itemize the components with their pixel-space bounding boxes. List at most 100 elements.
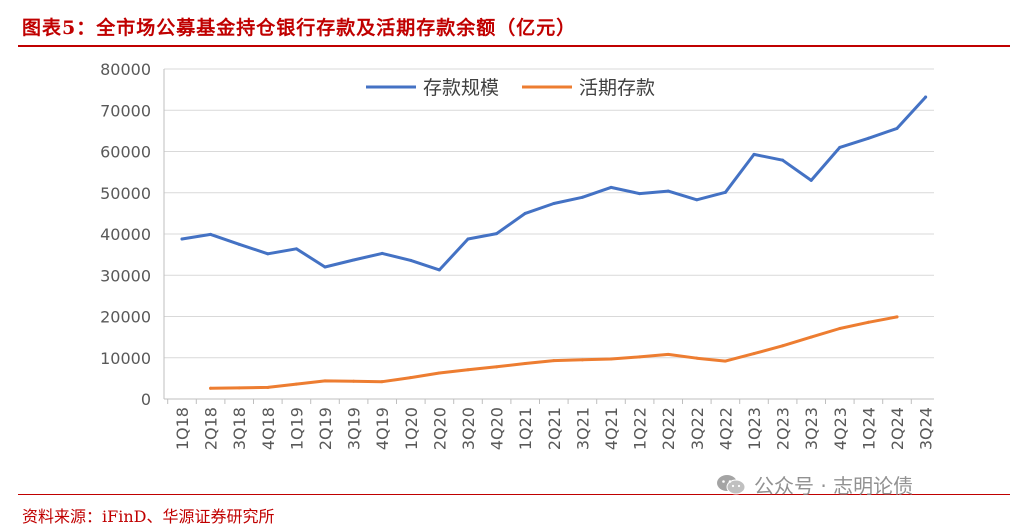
- data-point: [752, 152, 756, 156]
- x-tick-label: 2Q24: [888, 407, 907, 450]
- x-tick-label: 2Q21: [545, 407, 564, 450]
- data-point: [666, 352, 670, 356]
- x-tick-label: 4Q23: [831, 407, 850, 450]
- data-point: [266, 385, 270, 389]
- x-tick-label: 2Q23: [774, 407, 793, 450]
- x-tick-label: 2Q19: [316, 407, 335, 450]
- x-tick-label: 1Q18: [173, 407, 192, 450]
- data-point: [266, 252, 270, 256]
- data-point: [781, 344, 785, 348]
- data-point: [380, 380, 384, 384]
- data-point: [380, 251, 384, 255]
- data-point: [723, 190, 727, 194]
- x-tick-label: 4Q18: [259, 407, 278, 450]
- data-point: [580, 195, 584, 199]
- data-point: [180, 237, 184, 241]
- x-tick-label: 1Q19: [287, 407, 306, 450]
- series-lines: [180, 95, 928, 390]
- data-point: [895, 126, 899, 130]
- legend-label-1: 存款规模: [423, 77, 499, 99]
- data-point: [809, 335, 813, 339]
- data-point: [209, 386, 213, 390]
- data-point: [638, 355, 642, 359]
- x-tick-label: 2Q20: [430, 407, 449, 450]
- data-point: [666, 189, 670, 193]
- data-point: [323, 265, 327, 269]
- x-tick-label: 4Q19: [373, 407, 392, 450]
- data-point: [495, 365, 499, 369]
- data-point: [352, 379, 356, 383]
- y-tick-label: 50000: [100, 184, 151, 203]
- y-tick-label: 80000: [100, 60, 151, 79]
- x-tick-label: 3Q23: [802, 407, 821, 450]
- data-point: [809, 178, 813, 182]
- data-point: [723, 359, 727, 363]
- data-point: [866, 320, 870, 324]
- data-point: [552, 359, 556, 363]
- x-tick-label: 3Q18: [230, 407, 249, 450]
- data-point: [580, 358, 584, 362]
- x-tick-label: 3Q22: [688, 407, 707, 450]
- x-tick-label: 3Q20: [459, 407, 478, 450]
- watermark: 公众号 · 志明论债: [716, 470, 913, 499]
- data-point: [294, 247, 298, 251]
- x-tick-label: 3Q19: [345, 407, 364, 450]
- data-point: [924, 95, 928, 99]
- y-tick-label: 60000: [100, 143, 151, 162]
- data-point: [638, 192, 642, 196]
- y-tick-label: 0: [141, 390, 151, 409]
- x-tick-label: 2Q18: [202, 407, 221, 450]
- source-note: 资料来源：iFinD、华源证券研究所: [22, 507, 275, 526]
- x-tick-label: 1Q20: [402, 407, 421, 450]
- data-point: [552, 201, 556, 205]
- data-point: [609, 357, 613, 361]
- data-point: [609, 185, 613, 189]
- data-point: [237, 242, 241, 246]
- data-point: [323, 379, 327, 383]
- data-point: [781, 158, 785, 162]
- data-point: [495, 232, 499, 236]
- data-point: [409, 258, 413, 262]
- data-point: [695, 198, 699, 202]
- y-tick-label: 10000: [100, 349, 151, 368]
- watermark-text: 公众号 · 志明论债: [754, 474, 914, 498]
- x-tick-label: 4Q22: [716, 407, 735, 450]
- axes: 0 10000 20000 30000 40000 50000 60000 70000 8000…: [100, 60, 936, 450]
- data-point: [523, 211, 527, 215]
- data-point: [437, 268, 441, 272]
- data-point: [523, 362, 527, 366]
- legend: 存款规模 活期存款: [366, 77, 655, 99]
- footer-divider: [18, 494, 1010, 495]
- x-tick-label: 1Q24: [859, 407, 878, 450]
- data-point: [352, 258, 356, 262]
- legend-label-2: 活期存款: [579, 77, 655, 99]
- wechat-icon: [717, 474, 746, 494]
- y-tick-label: 70000: [100, 101, 151, 120]
- data-point: [695, 356, 699, 360]
- data-point: [838, 145, 842, 149]
- title-divider: [18, 45, 1010, 47]
- y-tick-label: 30000: [100, 266, 151, 285]
- x-tick-label: 4Q21: [602, 407, 621, 450]
- data-point: [752, 352, 756, 356]
- data-point: [466, 237, 470, 241]
- x-tick-label: 2Q22: [659, 407, 678, 450]
- series-line-2: [209, 315, 899, 390]
- data-point: [409, 376, 413, 380]
- chart-title: 图表5：全市场公募基金持仓银行存款及活期存款余额（亿元）: [22, 17, 577, 39]
- data-point: [895, 315, 899, 319]
- data-point: [866, 136, 870, 140]
- y-tick-label: 20000: [100, 308, 151, 327]
- series-line-1: [180, 95, 928, 272]
- x-tick-label: 4Q20: [488, 407, 507, 450]
- x-tick-label: 1Q21: [516, 407, 535, 450]
- data-point: [237, 386, 241, 390]
- x-tick-label: 1Q22: [631, 407, 650, 450]
- x-tick-label: 1Q23: [745, 407, 764, 450]
- y-tick-label: 40000: [100, 225, 151, 244]
- data-point: [209, 232, 213, 236]
- data-point: [294, 382, 298, 386]
- data-point: [437, 371, 441, 375]
- x-tick-label: 3Q24: [917, 407, 936, 450]
